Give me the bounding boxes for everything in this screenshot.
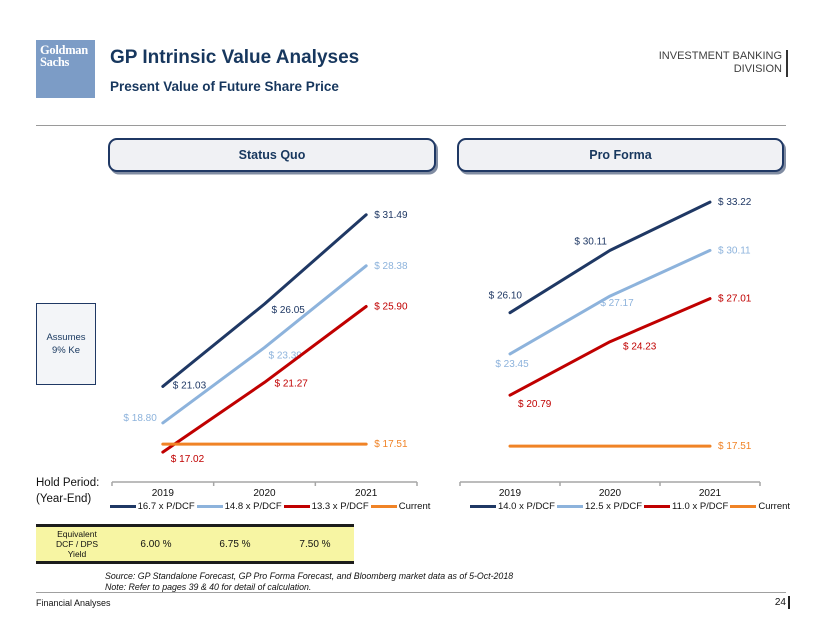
x-axis-label: 2019 <box>152 488 175 499</box>
logo-line1: Goldman <box>40 43 88 57</box>
status-quo-chart: 2019 2020 2021 $ 21.03 $ 26.05 $ 31.49 $ 18.80… <box>95 185 445 520</box>
series-line <box>508 200 712 315</box>
data-point-label: $ 17.51 <box>374 439 408 450</box>
assumes-line1: Assumes <box>46 332 86 343</box>
x-axis-label: 2020 <box>599 488 622 499</box>
data-point-label: $ 33.22 <box>718 197 752 208</box>
x-axis-label: 2021 <box>355 488 378 499</box>
data-point-label: $ 24.23 <box>623 342 657 353</box>
series-line <box>161 305 368 454</box>
legend-label: 14.0 x P/DCF <box>497 501 555 512</box>
assumes-ke-box: Assumes 9% Ke <box>36 303 96 385</box>
data-point-label: $ 23.39 <box>269 351 303 362</box>
data-point-label: $ 18.80 <box>123 413 157 424</box>
data-point-label: $ 20.79 <box>518 399 552 410</box>
data-point-label: $ 26.05 <box>272 305 306 316</box>
division-divider-bar <box>786 50 788 77</box>
data-point-label: $ 17.51 <box>718 441 752 452</box>
series-line <box>508 248 712 356</box>
legend-swatch <box>730 505 757 508</box>
yield-label-line3: Yield <box>67 549 87 559</box>
footer-section-label: Financial Analyses <box>36 598 111 608</box>
yield-label-line1: Equivalent <box>57 529 97 539</box>
logo-line2: Sachs <box>40 54 70 69</box>
assumes-line2: 9% Ke <box>52 345 80 356</box>
legend-item: 13.3 x P/DCF <box>283 501 369 512</box>
division-line1: INVESTMENT BANKING <box>658 50 782 62</box>
legend-label: Current <box>758 501 791 512</box>
data-point-label: $ 21.27 <box>275 378 309 389</box>
series-line <box>508 297 712 397</box>
legend-item: 11.0 x P/DCF <box>644 501 728 512</box>
yield-value-2021: 7.50 % <box>299 538 331 550</box>
page-subtitle: Present Value of Future Share Price <box>110 79 339 94</box>
yield-label-line2: DCF / DPS <box>55 539 99 549</box>
equivalent-yield-table: Equivalent DCF / DPS Yield 6.00 % 6.75 %… <box>36 524 354 564</box>
division-line2: DIVISION <box>733 63 782 75</box>
series-line <box>161 264 368 425</box>
hold-period-line2: (Year-End) <box>36 492 92 505</box>
goldman-sachs-logo: Goldman Sachs <box>36 40 95 98</box>
hold-period-line1: Hold Period: <box>36 477 100 489</box>
series-line <box>161 213 368 388</box>
x-axis-label: 2020 <box>253 488 276 499</box>
legend-swatch <box>556 505 583 508</box>
footer-divider-line <box>36 592 786 593</box>
pro-forma-title-box: Pro Forma <box>457 138 784 172</box>
page-title: GP Intrinsic Value Analyses <box>110 47 360 68</box>
data-point-label: $ 27.17 <box>600 298 634 309</box>
data-point-label: $ 23.45 <box>495 359 529 370</box>
legend-item: 14.0 x P/DCF <box>469 501 555 512</box>
pro-forma-legend: 14.0 x P/DCF 12.5 x P/DCF 11.0 x P/DCF Curr… <box>455 501 805 512</box>
x-axis-label: 2021 <box>699 488 722 499</box>
hold-period-label: Hold Period: (Year-End) <box>36 476 99 507</box>
chart-canvas: 2019 2020 2021 $ 21.03 $ 26.05 $ 31.49 $ 18.80… <box>111 210 418 499</box>
data-point-label: $ 17.02 <box>171 454 205 465</box>
page-number-bar <box>788 596 790 609</box>
yield-row-label: Equivalent DCF / DPS Yield <box>36 529 118 559</box>
legend-label: 11.0 x P/DCF <box>672 501 729 512</box>
data-point-label: $ 30.11 <box>574 236 607 247</box>
header-divider-line <box>36 125 786 126</box>
source-note: Source: GP Standalone Forecast, GP Pro F… <box>105 571 513 592</box>
division-label: INVESTMENT BANKING DIVISION <box>659 50 782 76</box>
data-point-label: $ 28.38 <box>374 261 408 272</box>
data-point-label: $ 26.10 <box>489 291 523 302</box>
data-point-label: $ 30.11 <box>718 245 751 256</box>
legend-label: 16.7 x P/DCF <box>137 501 195 512</box>
data-point-label: $ 21.03 <box>173 380 207 391</box>
legend-item: 12.5 x P/DCF <box>556 501 643 512</box>
legend-swatch <box>469 505 496 508</box>
legend-swatch <box>196 505 223 508</box>
status-quo-plot: 2019 2020 2021 $ 21.03 $ 26.05 $ 31.49 $ 18.80… <box>95 185 445 500</box>
yield-value-2019: 6.00 % <box>140 538 172 550</box>
legend-item: Current <box>730 501 790 512</box>
legend-item: 16.7 x P/DCF <box>109 501 195 512</box>
legend-label: Current <box>398 501 431 512</box>
data-point-label: $ 31.49 <box>374 210 408 221</box>
pro-forma-plot: 2019 2020 2021 $ 26.10 $ 30.11 $ 33.22 $ 23.45… <box>455 185 805 500</box>
status-quo-legend: 16.7 x P/DCF 14.8 x P/DCF 13.3 x P/DCF Curr… <box>95 501 445 512</box>
data-point-label: $ 25.90 <box>374 302 408 313</box>
source-line: Source: GP Standalone Forecast, GP Pro F… <box>105 571 514 581</box>
legend-item: 14.8 x P/DCF <box>196 501 282 512</box>
legend-label: 12.5 x P/DCF <box>584 501 643 512</box>
legend-label: 14.8 x P/DCF <box>224 501 282 512</box>
data-point-label: $ 27.01 <box>718 294 752 305</box>
yield-value-2020: 6.75 % <box>219 538 251 550</box>
legend-swatch <box>109 505 136 508</box>
legend-swatch <box>644 505 671 508</box>
note-line: Note: Refer to pages 39 & 40 for detail … <box>105 581 312 592</box>
x-axis-label: 2019 <box>499 488 522 499</box>
legend-swatch <box>370 505 397 508</box>
page-number: 24 <box>774 597 786 608</box>
chart-canvas: 2019 2020 2021 $ 26.10 $ 30.11 $ 33.22 $ 23.45… <box>459 197 761 499</box>
legend-item: Current <box>370 501 431 512</box>
status-quo-title-box: Status Quo <box>108 138 436 172</box>
legend-swatch <box>283 505 310 508</box>
pro-forma-chart: 2019 2020 2021 $ 26.10 $ 30.11 $ 33.22 $ 23.45… <box>455 185 805 520</box>
legend-label: 13.3 x P/DCF <box>311 501 369 512</box>
